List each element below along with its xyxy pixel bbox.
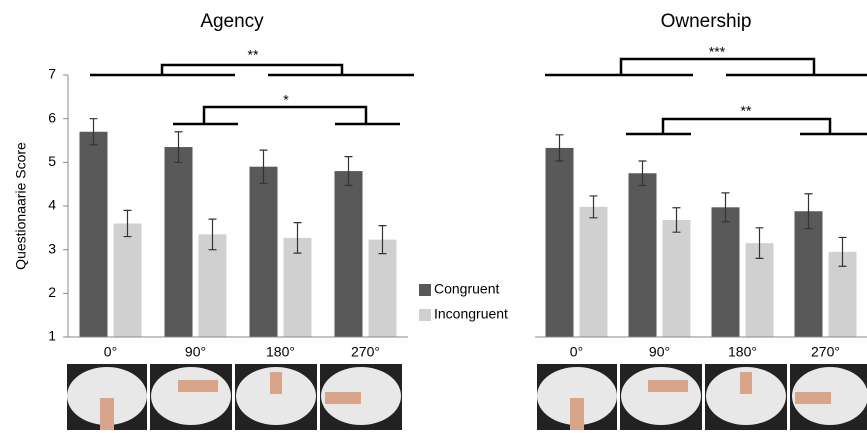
significance-brackets — [90, 57, 867, 136]
y-tick-label: 2 — [48, 284, 56, 300]
bar — [579, 206, 608, 337]
y-tick-label: 5 — [48, 153, 56, 169]
error-bar — [293, 221, 302, 254]
x-tick-label: 0° — [104, 344, 117, 360]
error-bar — [638, 160, 647, 187]
significance-label: ** — [248, 47, 259, 63]
bar — [662, 219, 691, 337]
error-bar — [123, 209, 132, 238]
y-tick-label: 3 — [48, 240, 56, 256]
legend-label: Incongruent — [434, 306, 508, 322]
x-tick-label: 0° — [570, 344, 583, 360]
bar — [628, 173, 657, 337]
bar — [545, 147, 574, 337]
error-bar — [174, 131, 183, 163]
error-bar — [672, 207, 681, 233]
bar — [794, 211, 823, 337]
significance-label: * — [283, 92, 289, 108]
error-bar — [89, 118, 98, 146]
error-bar — [208, 218, 217, 251]
x-tick-label: 180° — [728, 344, 757, 360]
y-tick-label: 7 — [48, 66, 56, 82]
error-bar — [344, 156, 353, 187]
legend-swatch — [419, 284, 431, 296]
bar — [113, 223, 142, 337]
bar — [711, 207, 740, 337]
error-bar — [804, 193, 813, 230]
significance-label: *** — [709, 44, 726, 60]
y-tick-label: 1 — [48, 328, 56, 344]
chart-title: Agency — [200, 11, 264, 32]
legend-swatch — [419, 309, 431, 321]
bar — [249, 166, 278, 337]
bar — [283, 237, 312, 337]
x-tick-label: 270° — [811, 344, 840, 360]
x-tick-label: 180° — [266, 344, 295, 360]
error-bar — [721, 192, 730, 223]
y-axis-label: Questionaarie Score — [13, 142, 29, 270]
error-bar — [589, 195, 598, 219]
photos — [67, 364, 867, 430]
significance-label: ** — [741, 103, 752, 119]
error-bar — [555, 134, 564, 162]
y-tick-label: 4 — [48, 197, 56, 213]
legend-label: Congruent — [434, 281, 499, 297]
x-tick-label: 90° — [185, 344, 206, 360]
bar — [368, 239, 397, 337]
bar — [334, 171, 363, 337]
bar — [79, 131, 108, 337]
x-tick-label: 270° — [351, 344, 380, 360]
y-tick-label: 6 — [48, 109, 56, 125]
error-bar — [259, 149, 268, 184]
bar — [164, 147, 193, 337]
chart-title: Ownership — [661, 11, 752, 32]
x-tick-label: 90° — [649, 344, 670, 360]
error-bar — [755, 227, 764, 259]
error-bar — [838, 236, 847, 267]
bar — [198, 234, 227, 337]
error-bar — [378, 225, 387, 255]
